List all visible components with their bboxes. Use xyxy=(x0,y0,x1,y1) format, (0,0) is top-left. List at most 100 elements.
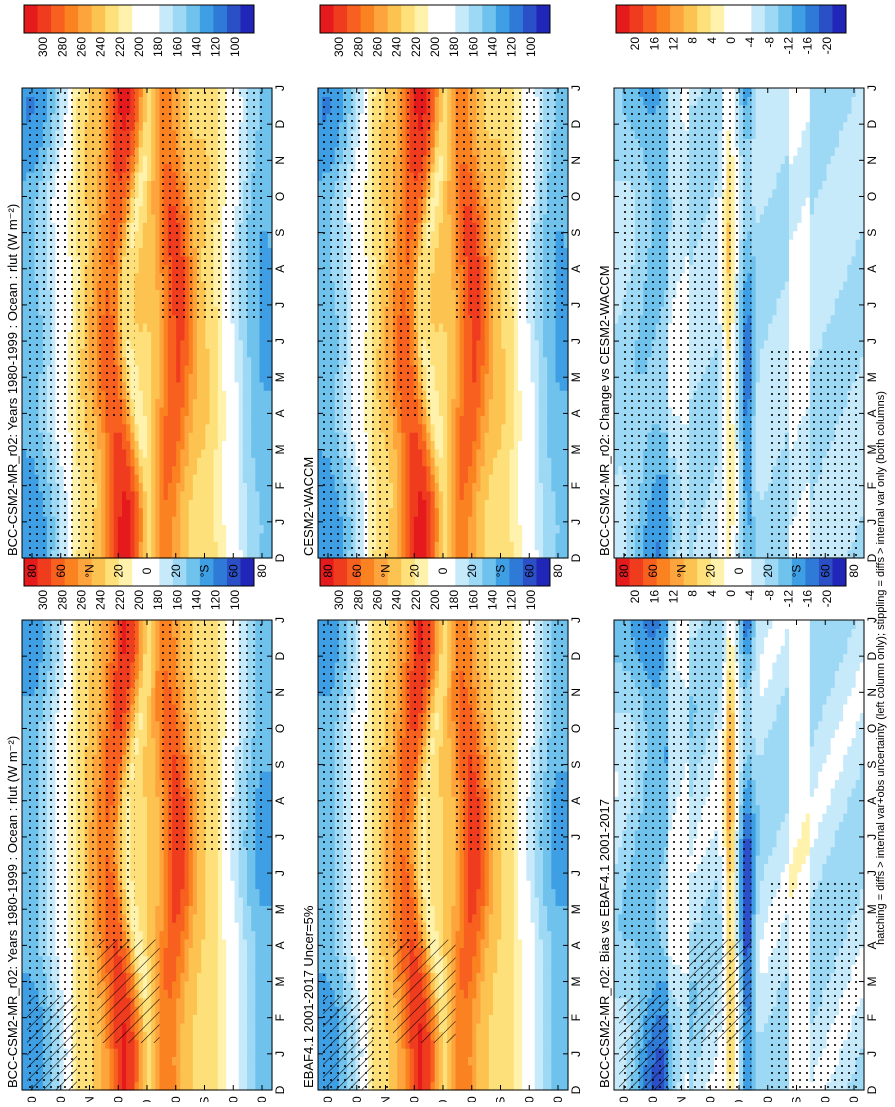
heat-cell xyxy=(126,449,131,458)
heat-cell xyxy=(135,365,140,374)
heat-cell xyxy=(185,357,190,366)
heat-cell xyxy=(143,357,148,366)
heat-cell xyxy=(255,466,260,475)
heat-cell xyxy=(151,880,156,889)
heat-cell xyxy=(176,998,181,1007)
heat-cell xyxy=(135,922,140,931)
heat-cell xyxy=(255,1023,260,1032)
colorbar-tick-label: 200 xyxy=(132,590,146,610)
heat-cell xyxy=(139,620,144,629)
heat-cell xyxy=(218,516,223,525)
heat-cell xyxy=(214,1014,219,1023)
heat-cell xyxy=(176,499,181,508)
heat-cell xyxy=(155,457,160,466)
month-tick-label: S xyxy=(273,761,287,769)
lat-tick-label: 60 xyxy=(54,1096,68,1102)
heat-cell xyxy=(139,922,144,931)
heat-cell xyxy=(255,855,260,864)
heat-cell xyxy=(210,872,215,881)
heat-cell xyxy=(164,914,169,923)
heat-cell xyxy=(139,390,144,399)
heat-cell xyxy=(151,746,156,755)
heat-cell xyxy=(243,956,248,965)
heat-cell xyxy=(260,1031,265,1040)
heat-cell xyxy=(251,550,256,559)
heat-cell xyxy=(126,1082,131,1091)
heat-cell xyxy=(122,491,127,500)
heat-cell xyxy=(176,1040,181,1049)
heat-cell xyxy=(201,415,206,424)
heat-cell xyxy=(139,373,144,382)
heat-cell xyxy=(235,905,240,914)
heat-cell xyxy=(155,399,160,408)
heat-cell xyxy=(135,533,140,542)
heat-cell xyxy=(205,905,210,914)
heat-cell xyxy=(243,516,248,525)
heat-cell xyxy=(155,382,160,391)
heat-cell xyxy=(147,407,152,416)
heat-cell xyxy=(201,1023,206,1032)
heat-cell xyxy=(176,424,181,433)
heat-cell xyxy=(185,1056,190,1065)
heat-cell xyxy=(114,432,119,441)
heat-cell xyxy=(210,373,215,382)
heat-cell xyxy=(22,1048,27,1057)
heat-cell xyxy=(176,922,181,931)
heat-cell xyxy=(147,670,152,679)
heat-cell xyxy=(214,897,219,906)
heat-cell xyxy=(143,482,148,491)
heat-cell xyxy=(260,880,265,889)
heat-cell xyxy=(118,449,123,458)
heat-cell xyxy=(139,721,144,730)
heat-cell xyxy=(218,981,223,990)
heat-cell xyxy=(264,981,269,990)
heat-cell xyxy=(214,947,219,956)
heat-cell xyxy=(22,847,27,856)
heat-cell xyxy=(143,754,148,763)
heat-cell xyxy=(197,466,202,475)
heat-cell xyxy=(247,1065,252,1074)
heat-cell xyxy=(255,1031,260,1040)
heat-cell xyxy=(22,508,27,517)
heat-cell xyxy=(201,880,206,889)
heat-cell xyxy=(164,1014,169,1023)
heat-cell xyxy=(205,880,210,889)
heat-cell xyxy=(193,956,198,965)
heat-cell xyxy=(243,1065,248,1074)
heat-cell xyxy=(210,905,215,914)
heat-cell xyxy=(205,855,210,864)
heat-cell xyxy=(135,508,140,517)
heat-cell xyxy=(226,399,231,408)
heat-cell xyxy=(218,989,223,998)
heat-cell xyxy=(180,1048,185,1057)
heat-cell xyxy=(176,508,181,517)
heat-cell xyxy=(189,449,194,458)
heat-cell xyxy=(118,424,123,433)
heat-cell xyxy=(155,914,160,923)
heat-cell xyxy=(264,508,269,517)
heat-cell xyxy=(205,897,210,906)
heat-cell xyxy=(143,880,148,889)
heat-cell xyxy=(22,441,27,450)
heat-cell xyxy=(180,541,185,550)
heat-cell xyxy=(139,670,144,679)
heat-cell xyxy=(193,1006,198,1015)
heat-cell xyxy=(210,449,215,458)
heat-cell xyxy=(118,466,123,475)
heat-cell xyxy=(22,746,27,755)
heat-cell xyxy=(239,1040,244,1049)
heat-cell xyxy=(264,989,269,998)
heat-cell xyxy=(222,889,227,898)
heat-cell xyxy=(264,516,269,525)
heat-cell xyxy=(251,449,256,458)
heat-cell xyxy=(135,805,140,814)
heat-cell xyxy=(218,1056,223,1065)
heat-cell xyxy=(155,721,160,730)
heat-cell xyxy=(222,449,227,458)
heat-cell xyxy=(239,449,244,458)
heat-cell xyxy=(264,474,269,483)
heat-cell xyxy=(222,863,227,872)
heat-cell xyxy=(185,432,190,441)
heat-cell xyxy=(160,491,165,500)
heat-cell xyxy=(143,365,148,374)
